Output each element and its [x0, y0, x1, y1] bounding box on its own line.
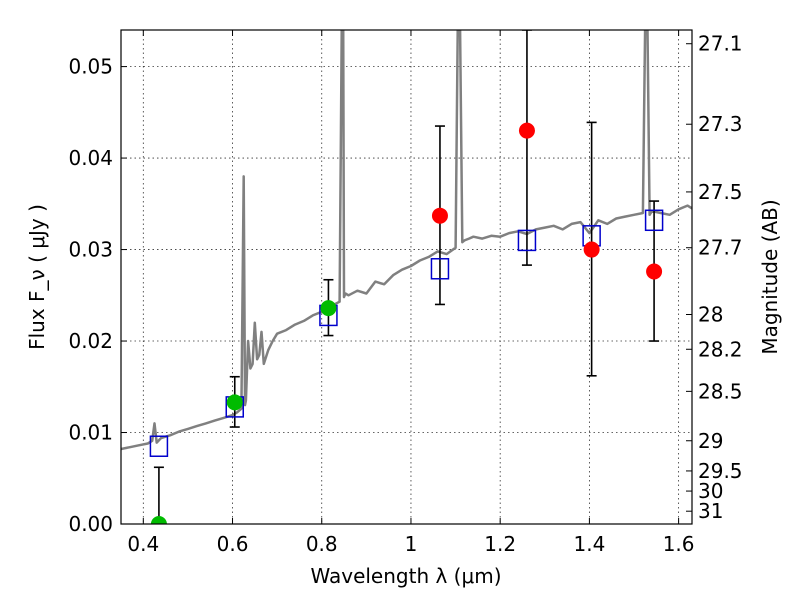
y2-tick-label: 28 [698, 303, 723, 327]
red-data-point [518, 122, 535, 139]
y-tick-label: 0.05 [68, 55, 113, 79]
y-axis-label: Flux F_ν ( μJy ) [25, 204, 49, 350]
x-tick-label: 0.6 [217, 532, 249, 556]
y-tick-label: 0.00 [68, 512, 113, 536]
y-tick-label: 0.02 [68, 329, 113, 353]
x-tick-label: 1 [405, 532, 418, 556]
y-tick-label: 0.03 [68, 238, 113, 262]
model-box-layer [149, 209, 664, 457]
spectrum-line [121, 30, 692, 451]
errorbar-layer [153, 30, 660, 524]
green-data-point [320, 300, 337, 317]
model-box-marker [430, 258, 450, 280]
spectrum-layer [121, 30, 692, 451]
grid-layer [121, 30, 692, 525]
x-tick-label: 0.8 [306, 532, 338, 556]
y2-tick-label: 29 [698, 429, 723, 453]
y2-tick-label: 30 [698, 479, 723, 503]
green-data-point [226, 394, 243, 411]
point-layer [150, 122, 663, 524]
y2-tick-label: 27.1 [698, 32, 743, 56]
model-box-marker [644, 209, 664, 232]
y2-tick-label: 27.7 [698, 236, 743, 260]
model-box-marker [517, 229, 537, 252]
x-tick-label: 1.4 [573, 532, 605, 556]
x-tick-label: 0.4 [127, 532, 159, 556]
x-tick-label: 1.6 [663, 532, 695, 556]
red-data-point [646, 263, 663, 280]
red-data-point [583, 241, 600, 258]
red-data-point [431, 207, 448, 224]
y2-tick-label: 28.2 [698, 337, 743, 361]
y2-tick-label: 31 [698, 499, 723, 523]
tick-label-layer: 0.4 0.6 0.8 1 1.2 1.4 1.6 0.00 0.01 0.02 0.03 0.04 0… [68, 32, 742, 556]
y2-axis-label: Magnitude (AB) [758, 199, 782, 354]
tick-layer [121, 30, 692, 525]
x-axis-label: Wavelength λ (μm) [310, 564, 501, 588]
plot-frame [120, 29, 693, 525]
y2-tick-label: 27.5 [698, 180, 743, 204]
x-tick-label: 1.2 [484, 532, 516, 556]
y-tick-label: 0.04 [68, 146, 113, 170]
y2-tick-label: 27.3 [698, 112, 743, 136]
model-box-marker [149, 435, 169, 457]
y2-tick-label: 28.5 [698, 379, 743, 403]
y2-tick-label: 29.5 [698, 459, 743, 483]
green-data-point [150, 516, 167, 524]
y-tick-label: 0.01 [68, 421, 113, 445]
